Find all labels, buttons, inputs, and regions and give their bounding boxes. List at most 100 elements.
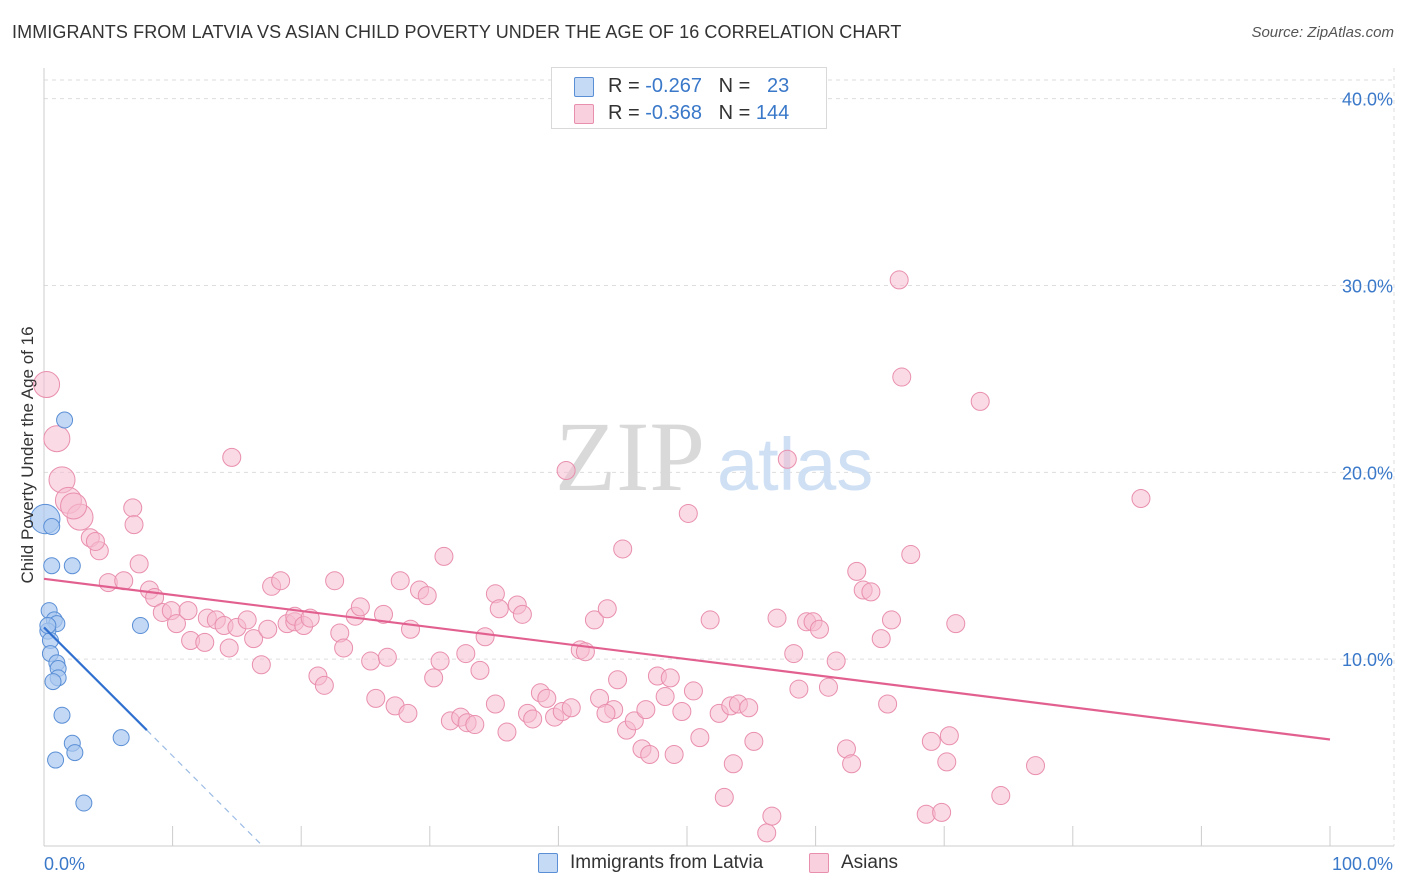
point-asians — [512, 604, 532, 624]
point-asians — [809, 619, 829, 639]
legend-r-value: -0.368 — [645, 102, 702, 124]
point-asians — [430, 651, 450, 671]
point-asians — [497, 722, 517, 742]
point-asians — [195, 632, 215, 652]
point-asians — [757, 823, 777, 843]
point-asians — [85, 531, 105, 551]
point-asians — [784, 644, 804, 664]
point-asians — [723, 754, 743, 774]
trend-extension-latvia — [146, 729, 264, 847]
point-asians — [314, 675, 334, 695]
point-asians — [946, 614, 966, 634]
point-asians — [624, 711, 644, 731]
point-asians — [597, 599, 617, 619]
point-asians — [33, 371, 61, 399]
point-asians — [424, 668, 444, 688]
point-asians — [334, 638, 354, 658]
point-asians — [678, 503, 698, 523]
point-asians — [350, 597, 370, 617]
point-asians — [489, 599, 509, 619]
point-asians — [237, 610, 257, 630]
point-asians — [434, 546, 454, 566]
point-asians — [970, 391, 990, 411]
point-asians — [251, 655, 271, 675]
point-latvia — [112, 729, 130, 747]
point-asians — [991, 786, 1011, 806]
point-asians — [470, 660, 490, 680]
point-asians — [921, 731, 941, 751]
y-tick-label: 30.0% — [1342, 277, 1393, 297]
point-asians — [258, 619, 278, 639]
point-asians — [178, 601, 198, 621]
point-asians — [556, 460, 576, 480]
point-latvia — [47, 751, 65, 769]
x-tick-label: 0.0% — [44, 854, 85, 874]
point-asians — [789, 679, 809, 699]
point-asians — [325, 571, 345, 591]
point-asians — [826, 651, 846, 671]
point-asians — [714, 787, 734, 807]
point-asians — [366, 688, 386, 708]
correlation-legend: R = -0.267 N = 23 R = -0.368 N = 144 — [551, 67, 827, 129]
point-asians — [901, 545, 921, 565]
point-latvia — [66, 744, 84, 762]
point-asians — [664, 744, 684, 764]
legend-swatch-blue — [574, 77, 594, 97]
legend-n-value: 144 — [755, 102, 790, 124]
legend-r-value: -0.267 — [645, 75, 702, 97]
trend-line-asians — [43, 577, 1331, 741]
trend-lines — [43, 577, 1331, 847]
point-asians — [613, 539, 633, 559]
point-latvia — [131, 617, 149, 635]
point-latvia — [43, 518, 61, 536]
point-asians — [374, 604, 394, 624]
legend-swatch-pink — [574, 104, 594, 124]
watermark: ZIP atlas — [555, 401, 873, 512]
point-asians — [123, 498, 143, 518]
point-asians — [608, 670, 628, 690]
point-asians — [43, 425, 71, 453]
point-asians — [672, 701, 692, 721]
point-asians — [456, 644, 476, 664]
point-latvia — [43, 557, 61, 575]
point-asians — [377, 647, 397, 667]
point-asians — [683, 681, 703, 701]
point-asians — [655, 687, 675, 707]
legend-n-label: N = — [718, 102, 756, 124]
legend-label-asians: Asians — [841, 852, 899, 873]
point-latvia — [53, 706, 71, 724]
data-points — [30, 270, 1151, 843]
point-asians — [584, 610, 604, 630]
y-axis-label: Child Poverty Under the Age of 16 — [18, 326, 37, 584]
point-asians — [537, 688, 557, 708]
legend-r-label: R = — [608, 102, 646, 124]
point-asians — [892, 367, 912, 387]
point-asians — [129, 554, 149, 574]
point-asians — [60, 492, 88, 520]
point-asians — [937, 752, 957, 772]
point-asians — [744, 731, 764, 751]
point-asians — [939, 726, 959, 746]
point-asians — [690, 728, 710, 748]
point-asians — [361, 651, 381, 671]
x-tick-label: 100.0% — [1332, 854, 1393, 874]
point-asians — [739, 698, 759, 718]
y-tick-label: 40.0% — [1342, 90, 1393, 110]
point-asians — [485, 694, 505, 714]
tick-labels: 10.0% 20.0% 30.0% 40.0% 0.0% 100.0% — [44, 90, 1393, 874]
point-asians — [847, 561, 867, 581]
point-asians — [878, 694, 898, 714]
legend-n-value: 23 — [767, 75, 790, 97]
point-asians — [219, 638, 239, 658]
point-asians — [660, 668, 680, 688]
legend-swatch-pink — [809, 853, 829, 873]
point-asians — [889, 270, 909, 290]
source-label: Source: ZipAtlas.com — [1251, 24, 1394, 41]
point-asians — [596, 703, 616, 723]
point-asians — [166, 614, 186, 634]
point-asians — [1026, 756, 1046, 776]
y-tick-label: 10.0% — [1342, 650, 1393, 670]
trend-line-latvia — [43, 626, 148, 731]
point-asians — [871, 629, 891, 649]
